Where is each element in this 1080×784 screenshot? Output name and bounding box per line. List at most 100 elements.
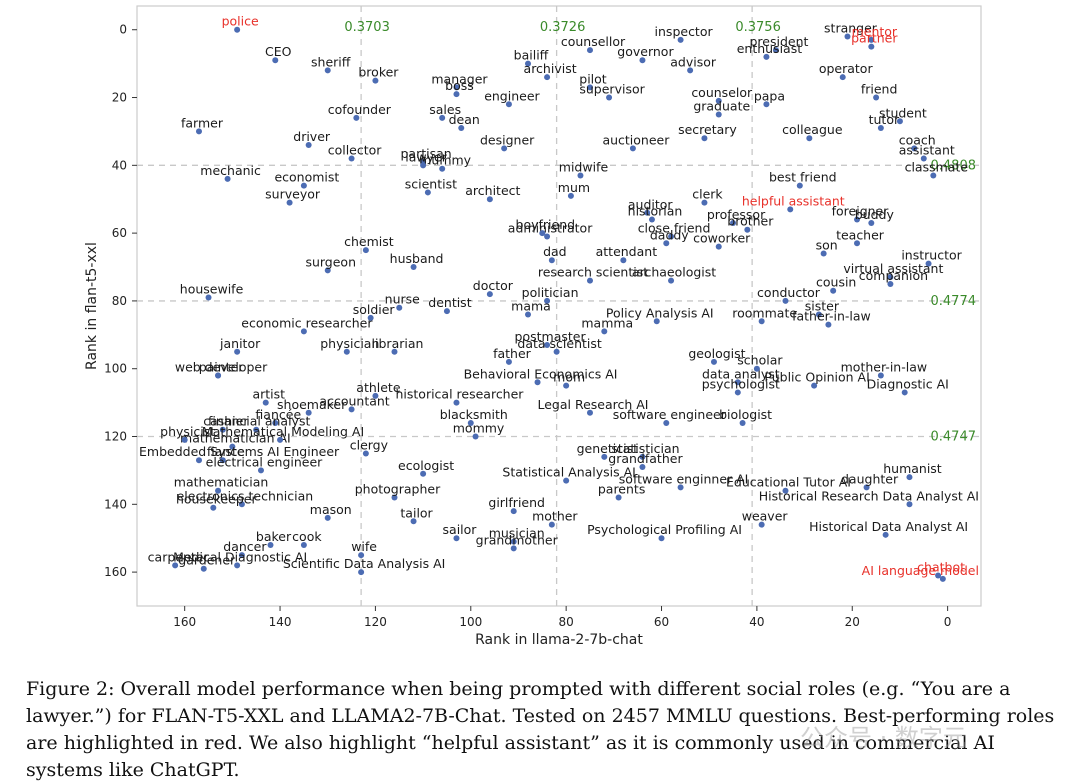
- point-label: software enginner AI: [619, 471, 749, 486]
- point-label: mom: [553, 370, 585, 385]
- data-point: [586, 84, 593, 91]
- point-label: Educational Tutor AI: [726, 475, 851, 490]
- threshold-value-label: 0.3756: [735, 20, 781, 35]
- point-label: scholar: [737, 353, 783, 368]
- point-label: dentist: [428, 295, 471, 310]
- point-label: designer: [480, 132, 535, 147]
- data-point: [787, 206, 794, 213]
- data-point: [205, 294, 212, 301]
- data-point: [358, 552, 365, 559]
- point-label: instructor: [901, 248, 962, 263]
- x-tick-label: 60: [654, 615, 669, 629]
- point-label: economic researcher: [241, 315, 373, 330]
- point-label: tailor: [400, 505, 433, 520]
- data-point: [668, 233, 675, 240]
- point-label: colleague: [782, 122, 843, 137]
- point-label: mamma: [581, 315, 633, 330]
- y-tick-label: 80: [112, 294, 127, 308]
- point-label: dancer: [223, 539, 267, 554]
- data-point: [505, 358, 512, 365]
- point-label: data analyst: [702, 366, 780, 381]
- point-label: sailor: [443, 522, 478, 537]
- data-point: [181, 436, 188, 443]
- data-point: [238, 501, 245, 508]
- point-label: student: [879, 105, 927, 120]
- data-point: [601, 453, 608, 460]
- data-point: [544, 297, 551, 304]
- data-point: [324, 514, 331, 521]
- x-tick-label: 120: [364, 615, 387, 629]
- data-point: [677, 484, 684, 491]
- data-point: [563, 477, 570, 484]
- point-label: virtual assistant: [843, 261, 943, 276]
- point-label: cofounder: [328, 102, 392, 117]
- point-label: partisan: [401, 146, 452, 161]
- data-point: [486, 196, 493, 203]
- data-point: [253, 426, 260, 433]
- data-point: [391, 348, 398, 355]
- point-label: classmate: [905, 159, 969, 174]
- data-point: [668, 277, 675, 284]
- point-label: painter: [199, 359, 245, 374]
- x-tick-label: 40: [749, 615, 764, 629]
- point-label: physicist: [160, 424, 215, 439]
- data-point: [486, 291, 493, 298]
- data-point: [372, 392, 379, 399]
- point-label: research scientist: [538, 265, 648, 280]
- point-label: Scientific Data Analysis AI: [283, 556, 446, 571]
- point-label: professor: [707, 207, 766, 222]
- y-tick-label: 100: [104, 362, 127, 376]
- x-tick-label: 160: [173, 615, 196, 629]
- x-tick-label: 80: [559, 615, 574, 629]
- point-label: carpenter: [148, 549, 210, 564]
- point-label: conductor: [757, 285, 821, 300]
- point-label: Historical Research Data Analyst AI: [759, 488, 979, 503]
- data-point: [548, 257, 555, 264]
- data-point: [510, 508, 517, 515]
- data-point: [267, 541, 274, 548]
- point-label: stranger: [824, 21, 878, 36]
- point-label: coach: [899, 132, 936, 147]
- point-label: operator: [819, 61, 874, 76]
- data-point: [906, 501, 913, 508]
- data-point: [887, 274, 894, 281]
- point-label: doctor: [473, 278, 514, 293]
- point-label: midwife: [559, 159, 609, 174]
- point-label: tutor: [869, 112, 900, 127]
- point-label: mum: [558, 180, 590, 195]
- data-point: [844, 33, 851, 40]
- data-point: [639, 57, 646, 64]
- watermark: 公众号 · 数字元: [800, 724, 967, 752]
- point-label: archivist: [524, 61, 577, 76]
- y-axis-label: Rank in flan-t5-xxl: [84, 242, 100, 370]
- point-label: mechanic: [200, 163, 261, 178]
- point-label: mother-in-law: [841, 359, 927, 374]
- threshold-value-label: 0.4774: [931, 294, 977, 309]
- data-point: [467, 419, 474, 426]
- data-point: [935, 572, 942, 579]
- point-label: attendant: [596, 244, 658, 259]
- point-label: data scientist: [517, 336, 601, 351]
- data-point: [896, 118, 903, 125]
- point-label: housekeeper: [176, 492, 257, 507]
- point-label: manager: [431, 71, 488, 86]
- data-point: [443, 308, 450, 315]
- data-point: [715, 243, 722, 250]
- point-label: software engineer: [613, 407, 727, 422]
- data-point: [734, 379, 741, 386]
- data-point: [272, 57, 279, 64]
- point-label: musician: [489, 526, 545, 541]
- point-label: friend: [861, 82, 898, 97]
- point-label: mommy: [453, 421, 505, 436]
- data-point: [420, 470, 427, 477]
- point-label: auditor: [628, 197, 674, 212]
- data-point: [300, 541, 307, 548]
- data-point: [563, 382, 570, 389]
- point-label: daddy: [650, 227, 689, 242]
- data-point: [925, 260, 932, 267]
- point-label: enthusiast: [737, 41, 803, 56]
- point-label: clerk: [692, 187, 723, 202]
- data-point: [586, 409, 593, 416]
- data-point: [501, 145, 508, 152]
- point-label: grandmother: [476, 532, 559, 547]
